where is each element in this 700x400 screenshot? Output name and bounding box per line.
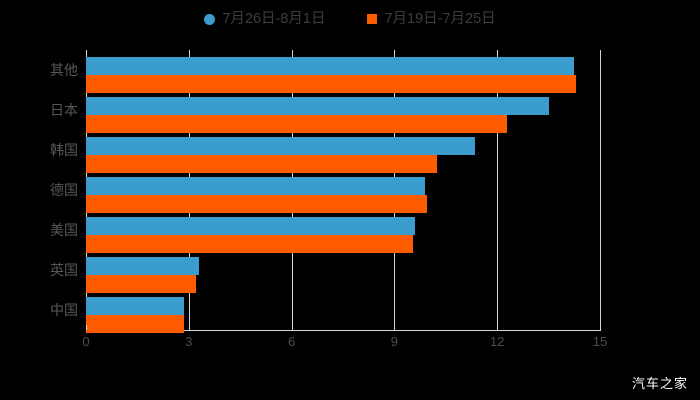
bar-series-a[interactable]	[86, 217, 415, 235]
bar-series-a[interactable]	[86, 97, 549, 115]
legend-item-series-b[interactable]: 7月19日-7月25日	[367, 10, 496, 27]
bar-series-a[interactable]	[86, 257, 200, 275]
category-label: 德国	[50, 182, 78, 198]
legend-label-series-a: 7月26日-8月1日	[222, 10, 326, 27]
legend-item-series-a[interactable]: 7月26日-8月1日	[204, 12, 325, 27]
watermark: 汽车之家	[631, 376, 688, 391]
bar-series-b[interactable]	[86, 155, 438, 173]
bar-group	[86, 250, 600, 293]
chart-legend: 7月26日-8月1日 7月19日-7月25日	[0, 8, 700, 30]
bar-series-b[interactable]	[86, 195, 427, 213]
category-label: 中国	[50, 302, 78, 318]
x-axis-line	[86, 330, 601, 331]
x-tick-mark-12	[497, 325, 499, 330]
bar-series-b[interactable]	[86, 75, 576, 93]
x-tick-mark-9	[394, 325, 396, 330]
bar-group	[86, 290, 600, 333]
bar-group	[86, 50, 600, 93]
x-tick-label-6: 6	[287, 334, 296, 349]
bar-group	[86, 130, 600, 173]
bar-series-a[interactable]	[86, 57, 575, 75]
bar-series-b[interactable]	[86, 235, 414, 253]
gridline-12	[497, 50, 499, 330]
x-tick-mark-3	[188, 325, 190, 330]
category-label: 英国	[50, 262, 78, 278]
x-tick-mark-15	[600, 325, 601, 330]
x-tick-label-3: 3	[185, 334, 193, 349]
x-tick-label-15: 15	[592, 334, 608, 349]
x-tick-mark-6	[291, 325, 293, 330]
x-tick-label-9: 9	[390, 334, 399, 349]
bar-group	[86, 90, 600, 133]
bar-series-b[interactable]	[86, 275, 196, 293]
category-label: 韩国	[50, 142, 78, 158]
bar-series-b[interactable]	[86, 115, 508, 133]
bar-series-a[interactable]	[86, 297, 184, 315]
bar-series-a[interactable]	[86, 137, 475, 155]
category-label: 日本	[50, 102, 78, 118]
bar-group	[86, 210, 600, 253]
legend-square-marker-icon	[367, 14, 378, 24]
legend-circle-marker-icon	[204, 13, 216, 25]
x-tick-label-12: 12	[489, 334, 505, 349]
category-label: 美国	[50, 222, 78, 238]
x-tick-mark-0	[86, 325, 87, 330]
category-label: 其他	[50, 62, 78, 78]
bar-series-b[interactable]	[86, 315, 184, 333]
chart-plot-area	[86, 50, 600, 333]
y-axis-category-labels: 其他日本韩国德国美国英国中国	[8, 50, 78, 330]
gridline-15	[600, 50, 601, 330]
bar-group	[86, 170, 600, 213]
legend-label-series-b: 7月19日-7月25日	[384, 10, 496, 27]
x-tick-label-0: 0	[82, 334, 90, 349]
bar-series-a[interactable]	[86, 177, 426, 195]
